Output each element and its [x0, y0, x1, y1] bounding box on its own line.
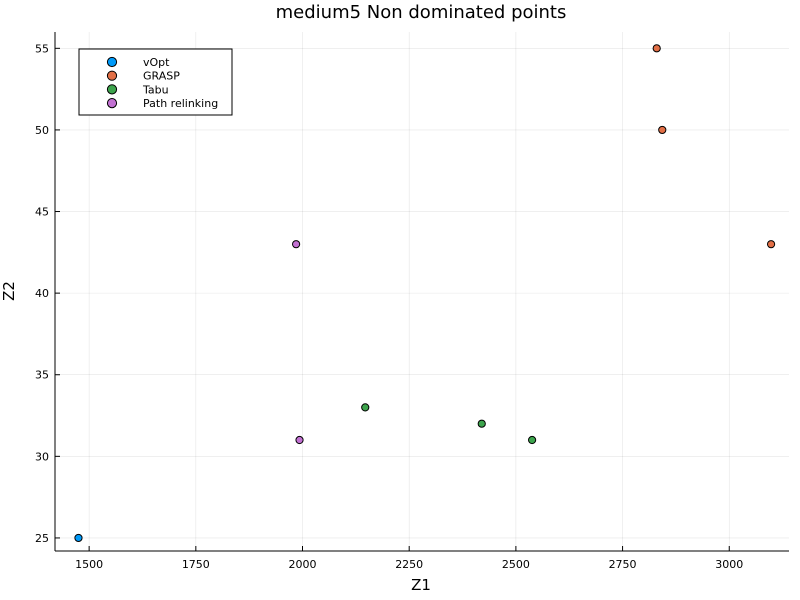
y-tick-label: 45	[35, 206, 49, 219]
legend-marker	[106, 84, 118, 95]
y-tick-label: 40	[35, 287, 49, 300]
legend-label: GRASP	[143, 70, 180, 83]
x-tick-labels: 1500 1750 2000 2250 2500 2750 3000	[75, 558, 743, 571]
axes	[54, 32, 789, 552]
data-point	[361, 403, 370, 412]
data-points	[74, 44, 776, 543]
data-point	[477, 419, 486, 428]
legend-marker	[106, 98, 118, 109]
x-tick-label: 2500	[502, 558, 530, 571]
y-tick-label: 50	[35, 124, 49, 137]
y-tick-label: 35	[35, 369, 49, 382]
x-tick-label: 3000	[715, 558, 743, 571]
x-tick-label: 1750	[182, 558, 210, 571]
x-tick-label: 2000	[289, 558, 317, 571]
y-axis-title: Z2	[0, 281, 18, 301]
data-point	[528, 435, 537, 445]
y-tick-label: 30	[35, 450, 49, 463]
data-point	[658, 125, 667, 135]
chart-title: medium5 Non dominated points	[276, 2, 567, 23]
series-path-relinking	[292, 240, 304, 445]
legend-box	[78, 48, 233, 116]
grid-lines	[55, 32, 789, 551]
data-point	[292, 240, 301, 249]
x-tick-label: 2750	[609, 558, 637, 571]
y-tick-label: 25	[35, 532, 49, 545]
y-tick-label: 55	[35, 42, 49, 55]
legend-label: Tabu	[142, 83, 169, 96]
data-point	[295, 435, 304, 445]
x-tick-label: 2250	[395, 558, 423, 571]
data-point	[652, 44, 661, 53]
series-tabu	[361, 403, 537, 445]
x-axis-title: Z1	[411, 576, 431, 594]
legend-label: Path relinking	[143, 97, 218, 110]
legend-label: vOpt	[143, 56, 170, 69]
series-grasp	[652, 44, 776, 249]
x-tick-label: 1500	[75, 558, 103, 571]
data-point	[766, 240, 776, 249]
data-point	[74, 533, 83, 543]
series-vopt	[74, 533, 83, 543]
y-tick-labels: 25 30 35 40 45 50 55	[35, 42, 49, 545]
legend-marker	[106, 56, 118, 68]
legend-marker	[106, 70, 118, 81]
